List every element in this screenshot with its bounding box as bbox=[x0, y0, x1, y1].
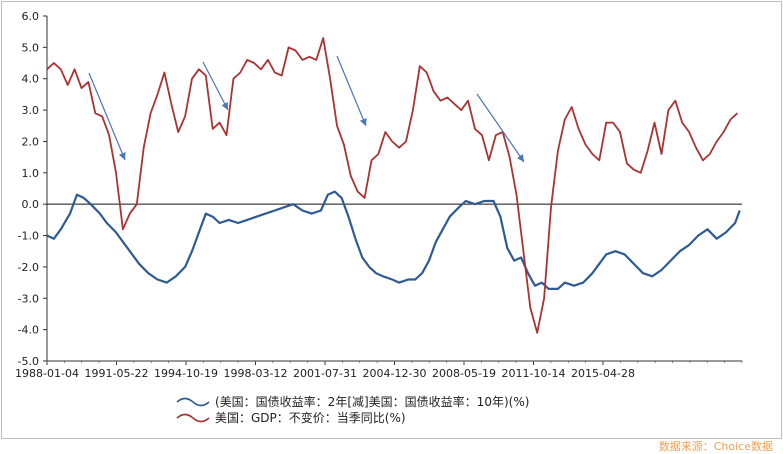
y-tick-label: -5.0 bbox=[18, 355, 39, 368]
y-tick-label: 1.0 bbox=[22, 167, 40, 180]
x-tick-label: 2004-12-30 bbox=[363, 367, 427, 380]
y-tick-label: 6.0 bbox=[22, 10, 40, 23]
source-note: 数据来源：Choice数据 bbox=[658, 440, 773, 453]
y-tick-label: 5.0 bbox=[22, 41, 40, 54]
trend-arrow bbox=[88, 72, 126, 161]
x-tick-label: 2001-07-31 bbox=[293, 367, 357, 380]
y-tick-label: -4.0 bbox=[18, 324, 39, 337]
trend-arrow bbox=[336, 55, 367, 127]
x-tick-label: 1991-05-22 bbox=[85, 367, 149, 380]
gdp-series-line bbox=[46, 37, 739, 334]
y-tick-label: -1.0 bbox=[18, 230, 39, 243]
x-tick-label: 1998-03-12 bbox=[224, 367, 288, 380]
legend-swatch-gdp bbox=[176, 413, 210, 423]
y-tick-label: 0.0 bbox=[22, 198, 40, 211]
y-tick-label: -2.0 bbox=[18, 261, 39, 274]
trend-arrow bbox=[202, 61, 229, 111]
y-tick-label: -3.0 bbox=[18, 292, 39, 305]
x-tick-label: 1994-10-19 bbox=[154, 367, 218, 380]
legend-swatch-spread bbox=[176, 397, 210, 407]
x-tick-label: 2011-10-14 bbox=[502, 367, 566, 380]
spread-series-line bbox=[46, 190, 741, 290]
y-tick-label: 2.0 bbox=[22, 135, 40, 148]
trend-arrow bbox=[476, 93, 525, 163]
y-tick-label: 3.0 bbox=[22, 104, 40, 117]
x-tick-label: 2015-04-28 bbox=[571, 367, 635, 380]
legend-label-gdp: 美国：GDP：不变价：当季同比(%) bbox=[215, 410, 406, 425]
chart-frame bbox=[1, 1, 782, 439]
x-tick-label: 1988-01-04 bbox=[15, 367, 79, 380]
x-tick-label: 2008-05-19 bbox=[432, 367, 496, 380]
y-tick-label: 4.0 bbox=[22, 73, 40, 86]
legend-label-spread: (美国：国债收益率：2年[减]美国：国债收益率：10年)(%) bbox=[215, 394, 529, 409]
